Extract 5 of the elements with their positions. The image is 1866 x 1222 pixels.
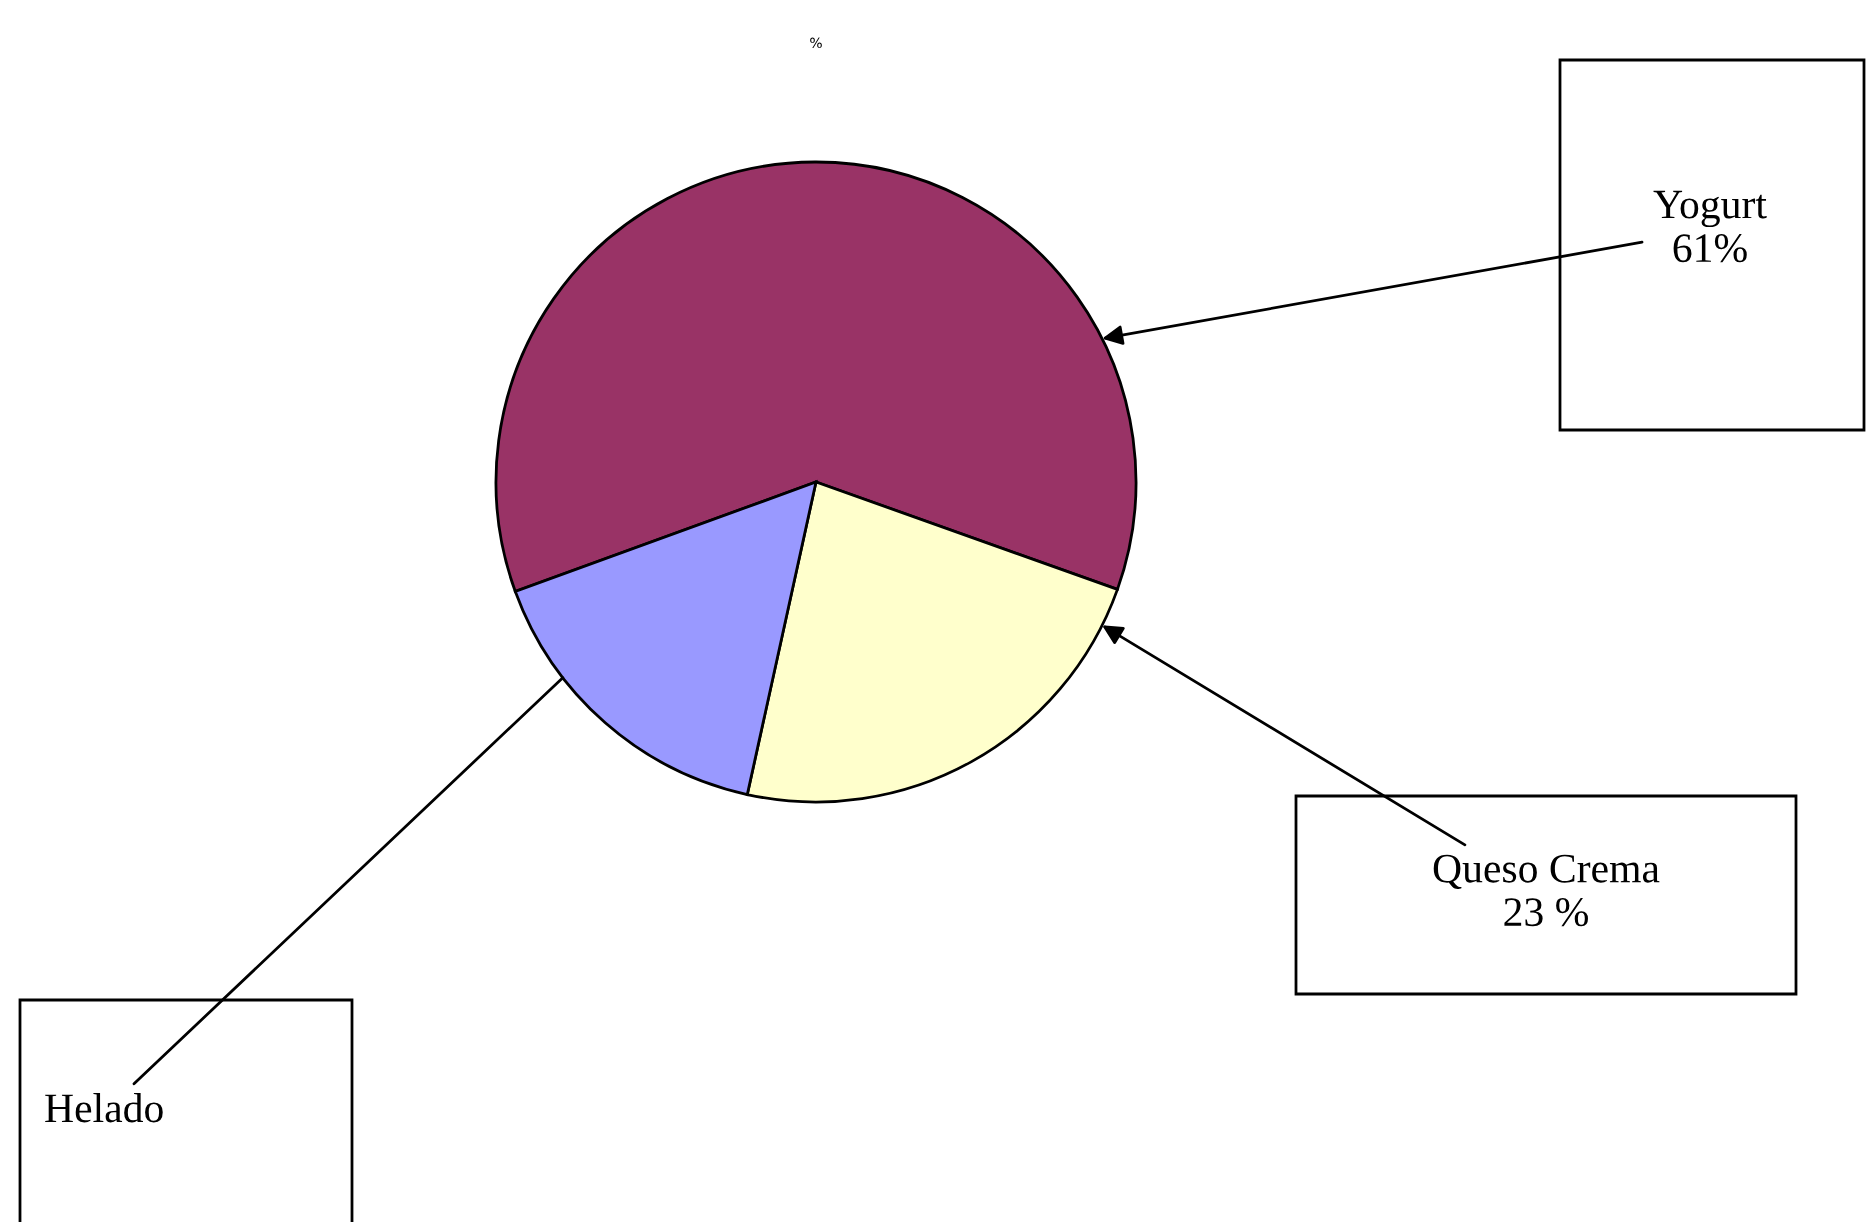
slice-label: Yogurt: [1653, 190, 1767, 228]
slice-label: Queso Crema: [1433, 854, 1660, 889]
data-label: 23 %: [1504, 898, 1588, 927]
data-label: 61%: [1673, 234, 1747, 263]
slice-label: Helado: [45, 1093, 163, 1123]
